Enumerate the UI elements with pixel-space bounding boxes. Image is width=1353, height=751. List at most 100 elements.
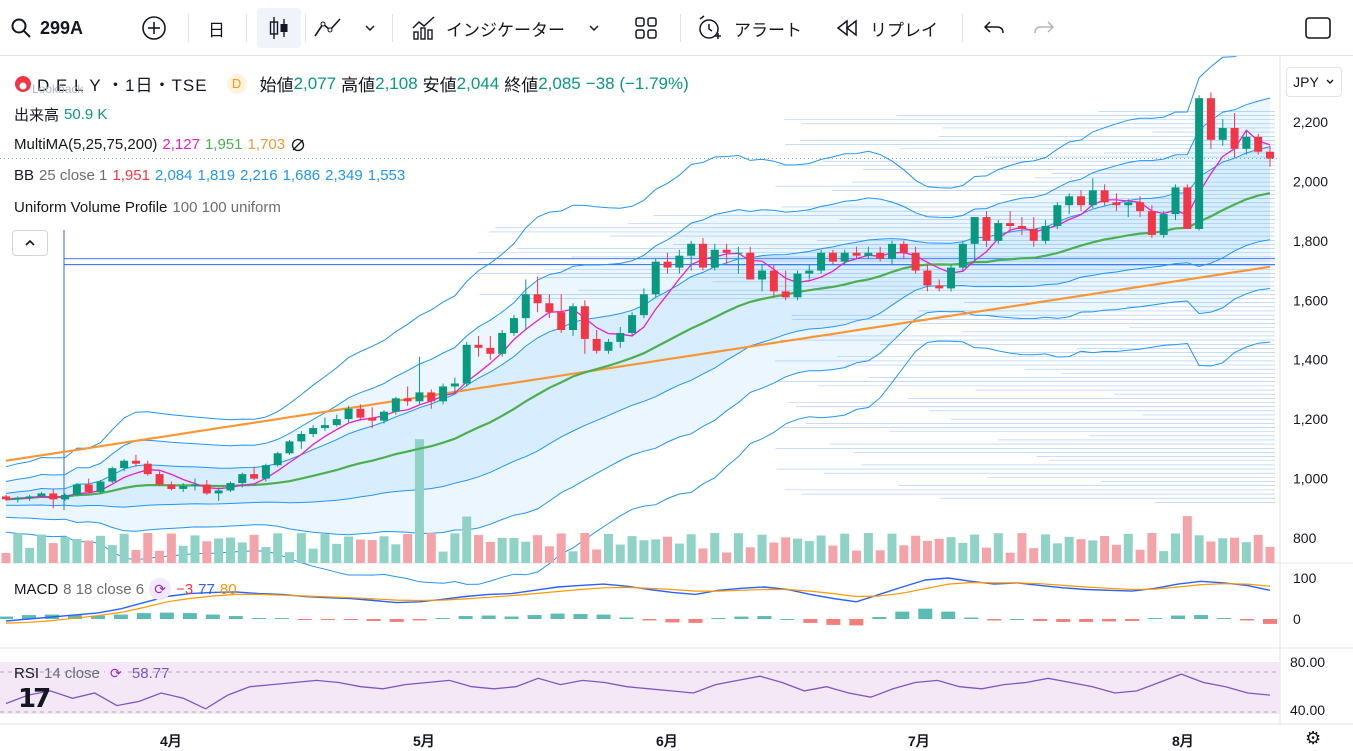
candle-body xyxy=(628,315,637,333)
volume-bar xyxy=(249,534,259,563)
candle-body xyxy=(332,419,341,426)
grid-icon xyxy=(635,17,657,39)
candle-body xyxy=(391,398,400,412)
candle-body xyxy=(675,255,684,268)
replay-button[interactable]: リプレイ xyxy=(836,8,938,48)
volume-legend[interactable]: 出来高 50.9 K xyxy=(14,104,107,125)
bb-upper2-value: 2,216 xyxy=(240,167,278,184)
candle-body xyxy=(1183,187,1192,229)
volume-bar xyxy=(981,547,991,563)
price-tick: 1,600 xyxy=(1293,292,1328,308)
currency-selector[interactable]: JPY xyxy=(1286,67,1342,97)
divider xyxy=(962,14,963,42)
candle-body xyxy=(1065,196,1074,206)
indicators-label: インジケーター xyxy=(446,20,565,40)
macd-histogram-bar xyxy=(1171,615,1186,619)
volume-bar xyxy=(438,551,448,563)
line-chart-icon xyxy=(314,18,341,37)
fullscreen-button[interactable] xyxy=(1303,8,1333,48)
open-value: 2,077 xyxy=(293,73,337,93)
layouts-button[interactable] xyxy=(634,8,658,48)
macd-legend[interactable]: MACD 8 18 close 6 ⟳ −3 77 80 xyxy=(14,578,237,600)
candle-body xyxy=(167,484,176,489)
volume-bar xyxy=(273,533,283,563)
chevron-down-icon xyxy=(589,25,599,32)
refresh-icon[interactable]: ⟳ xyxy=(149,578,172,600)
hidden-icon[interactable] xyxy=(290,137,306,153)
volume-bar xyxy=(25,547,35,563)
rsi-label: RSI xyxy=(14,664,40,682)
volume-bar xyxy=(107,545,117,563)
rsi-value: 58.77 xyxy=(131,664,170,682)
redo-button[interactable] xyxy=(1032,8,1056,48)
macd-histogram-bar xyxy=(941,611,956,619)
macd-histogram-bar xyxy=(205,614,220,619)
drawing-tools-button[interactable] xyxy=(313,8,377,48)
candle-body xyxy=(509,318,518,333)
collapse-legend-button[interactable] xyxy=(12,230,48,256)
macd-tick: 0 xyxy=(1293,611,1301,627)
candle-body xyxy=(710,249,719,268)
macd-params: 8 18 close 6 xyxy=(63,580,145,598)
compare-button[interactable] xyxy=(140,8,168,48)
candle-body xyxy=(155,474,164,485)
change-value: −38 (−1.79%) xyxy=(585,73,689,93)
candle-body xyxy=(616,332,625,342)
volume-bar xyxy=(1017,533,1027,563)
rsi-legend[interactable]: RSI 14 close ⟳ 58.77 xyxy=(14,662,169,684)
volume-bar xyxy=(745,547,755,563)
bb-line xyxy=(5,56,1238,468)
macd-histogram-bar xyxy=(297,619,312,620)
macd-signal-line xyxy=(5,581,1271,624)
ma25-value: 1,951 xyxy=(204,136,243,153)
volume-bar xyxy=(1182,516,1192,563)
macd-histogram-bar xyxy=(780,619,795,620)
candle-body xyxy=(2,496,10,500)
candle-body xyxy=(722,249,731,253)
symbol-search[interactable]: 299A xyxy=(10,8,83,48)
refresh-icon[interactable]: ⟳ xyxy=(104,662,127,684)
interval-button[interactable]: 日 xyxy=(208,8,225,48)
macd-histogram-bar xyxy=(642,619,657,621)
ma75-value: 1,703 xyxy=(247,136,286,153)
candle-body xyxy=(817,252,826,271)
macd-histogram-bar xyxy=(320,619,335,620)
macd-histogram-bar xyxy=(826,619,841,625)
undo-button[interactable] xyxy=(982,8,1006,48)
volume-bar xyxy=(792,538,802,563)
macd-histogram-bar xyxy=(504,616,519,619)
volume-bar xyxy=(96,535,106,563)
volume-bar xyxy=(722,552,732,563)
candle-body xyxy=(1088,190,1097,206)
macd-histogram-bar xyxy=(918,608,933,619)
ma-legend[interactable]: MultiMA(5,25,75,200) 2,127 1,951 1,703 xyxy=(14,136,306,153)
volume-bar xyxy=(237,542,247,563)
alarm-clock-icon xyxy=(699,15,721,39)
chart-type-button[interactable] xyxy=(257,8,301,48)
settings-icon[interactable]: ⚙ xyxy=(1305,728,1322,748)
volume-bar xyxy=(202,541,212,563)
volume-bar xyxy=(60,537,70,563)
price-chart[interactable]: 2,2002,0001,8001,6001,4001,2001,0008004月… xyxy=(0,56,1353,751)
macd-histogram-bar xyxy=(159,612,174,619)
uvp-legend[interactable]: Uniform Volume Profile 100 100 uniform xyxy=(14,199,281,216)
alert-button[interactable]: アラート xyxy=(696,8,802,48)
divider xyxy=(392,14,393,42)
volume-bar xyxy=(1159,551,1169,563)
candle-body xyxy=(120,460,129,469)
candle-body xyxy=(474,344,483,348)
candle-body xyxy=(533,294,542,304)
volume-bar xyxy=(958,542,968,563)
bb-lower1-value: 1,819 xyxy=(197,167,236,184)
volume-bar xyxy=(663,536,673,563)
volume-bar xyxy=(1253,534,1263,563)
indicators-button[interactable]: インジケーター xyxy=(410,8,601,48)
macd-histogram-bar xyxy=(987,619,1002,621)
candle-body xyxy=(1159,214,1168,235)
bb-legend[interactable]: BB 25 close 1 1,951 2,084 1,819 2,216 1,… xyxy=(14,167,405,184)
price-tick: 1,200 xyxy=(1293,411,1328,427)
symbol-legend: D E L Y ・1日・TSE D 始値 2,077 高値 2,108 安値 2,04… xyxy=(14,71,689,96)
volume-bar xyxy=(485,541,495,563)
price-tick: 1,400 xyxy=(1293,352,1328,368)
candle-body xyxy=(852,252,861,256)
